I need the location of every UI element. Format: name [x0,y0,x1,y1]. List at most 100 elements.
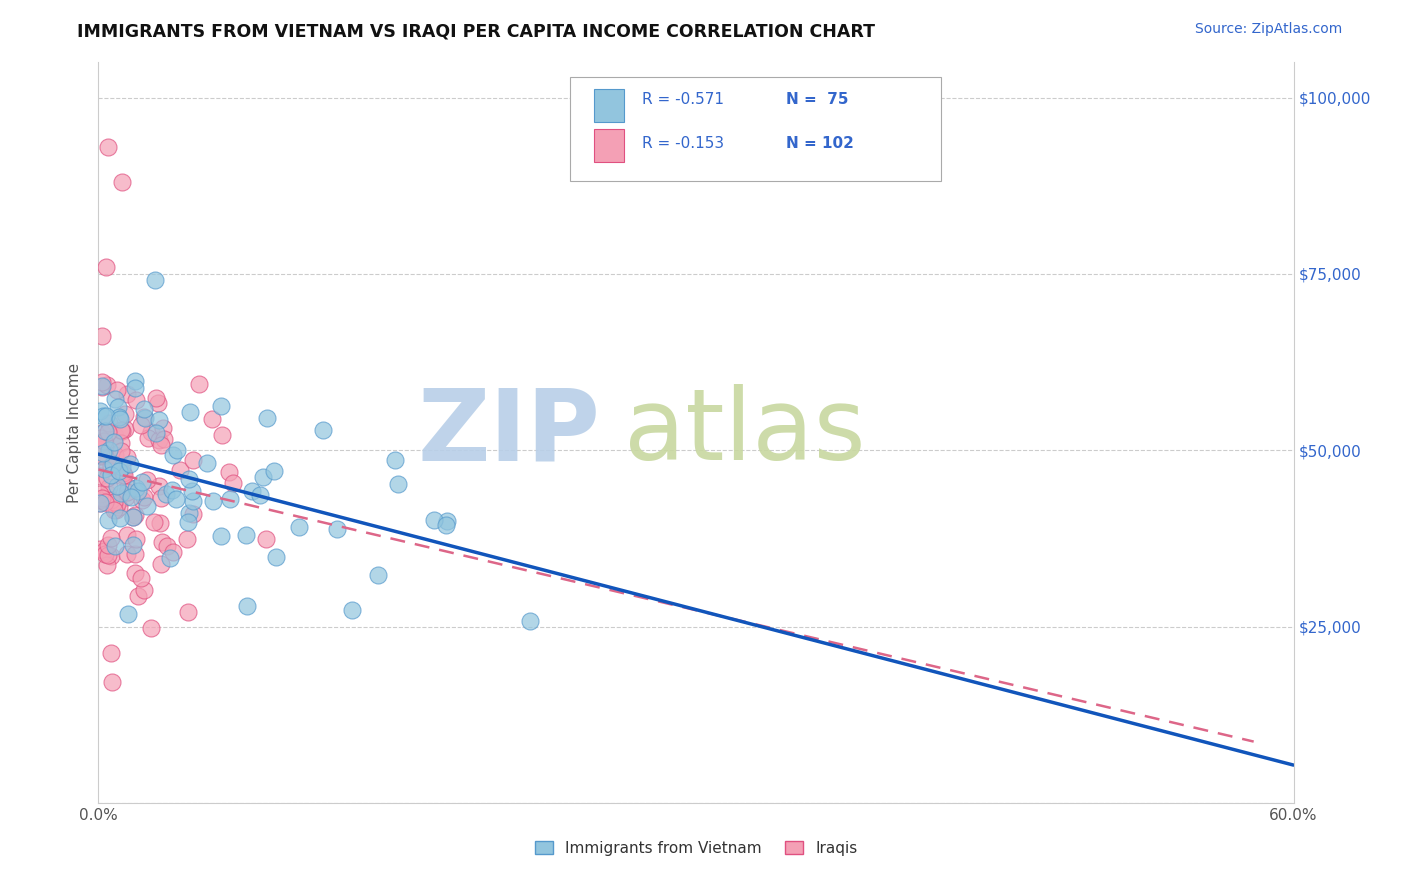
Point [179,472,201,486]
Point [115,450,138,464]
Point [436,514,458,528]
Point [256,411,278,425]
Point [159,551,181,566]
Point [179,507,201,521]
Point [136,431,159,445]
Point [121,510,143,524]
Point [201,411,224,425]
Point [129,571,152,585]
Point [118,458,141,472]
Point [124,393,146,408]
Point [117,387,139,401]
Point [97,140,120,154]
Point [148,479,170,493]
Point [111,469,134,483]
Point [222,475,245,490]
Point [179,405,201,419]
Point [367,567,389,582]
Point [326,522,349,536]
Point [181,453,204,467]
FancyBboxPatch shape [595,89,624,122]
Point [111,460,134,475]
Point [209,399,232,413]
Point [132,583,155,598]
Point [120,490,142,504]
Point [387,476,409,491]
Point [519,615,541,629]
Point [117,607,139,621]
Point [150,438,173,452]
Point [97,416,120,430]
Point [94,495,117,509]
Point [100,458,122,473]
Point [124,547,146,561]
Point [121,510,143,524]
Point [110,435,132,450]
Text: Source: ZipAtlas.com: Source: ZipAtlas.com [1195,22,1343,37]
Point [202,494,225,508]
Point [103,457,125,471]
Point [114,422,136,436]
Point [97,513,120,527]
Text: N =  75: N = 75 [786,92,848,107]
Point [89,431,111,445]
Point [97,425,120,439]
Point [150,491,173,505]
Point [125,532,148,546]
Point [91,425,114,440]
Y-axis label: Per Capita Income: Per Capita Income [67,362,83,503]
Point [107,410,129,425]
Point [146,396,169,410]
Point [96,558,118,573]
Text: R = -0.153: R = -0.153 [643,136,724,152]
Point [143,273,166,287]
Point [110,411,132,425]
Point [110,444,132,458]
Point [240,484,263,499]
Point [124,381,146,395]
Point [111,424,134,438]
Point [91,491,114,505]
Point [90,379,112,393]
Point [131,493,153,508]
Point [100,493,122,508]
Point [152,421,174,435]
Point [218,492,240,507]
Point [124,481,146,495]
Point [94,424,117,438]
Point [266,549,288,564]
Point [93,547,115,561]
Point [180,483,202,498]
Point [181,494,204,508]
Point [103,503,125,517]
Point [96,378,118,392]
Point [145,392,167,406]
Point [105,478,128,492]
Point [235,528,257,542]
Point [108,511,131,525]
Point [162,448,184,462]
Point [100,467,122,482]
Point [148,413,170,427]
Point [124,566,146,580]
Point [96,460,118,475]
Point [111,175,134,189]
Point [121,538,143,552]
Point [97,548,120,562]
Point [91,380,114,394]
Point [104,448,127,462]
Text: IMMIGRANTS FROM VIETNAM VS IRAQI PER CAPITA INCOME CORRELATION CHART: IMMIGRANTS FROM VIETNAM VS IRAQI PER CAP… [77,22,876,40]
Point [97,538,120,552]
Point [156,539,179,553]
Point [96,471,118,485]
Point [97,487,120,501]
Text: R = -0.571: R = -0.571 [643,92,724,107]
Point [103,434,125,449]
Point [93,461,115,475]
Point [114,408,136,422]
Point [155,486,177,500]
Point [94,409,117,423]
Point [89,496,111,510]
Point [139,621,162,635]
Text: N = 102: N = 102 [786,136,853,152]
